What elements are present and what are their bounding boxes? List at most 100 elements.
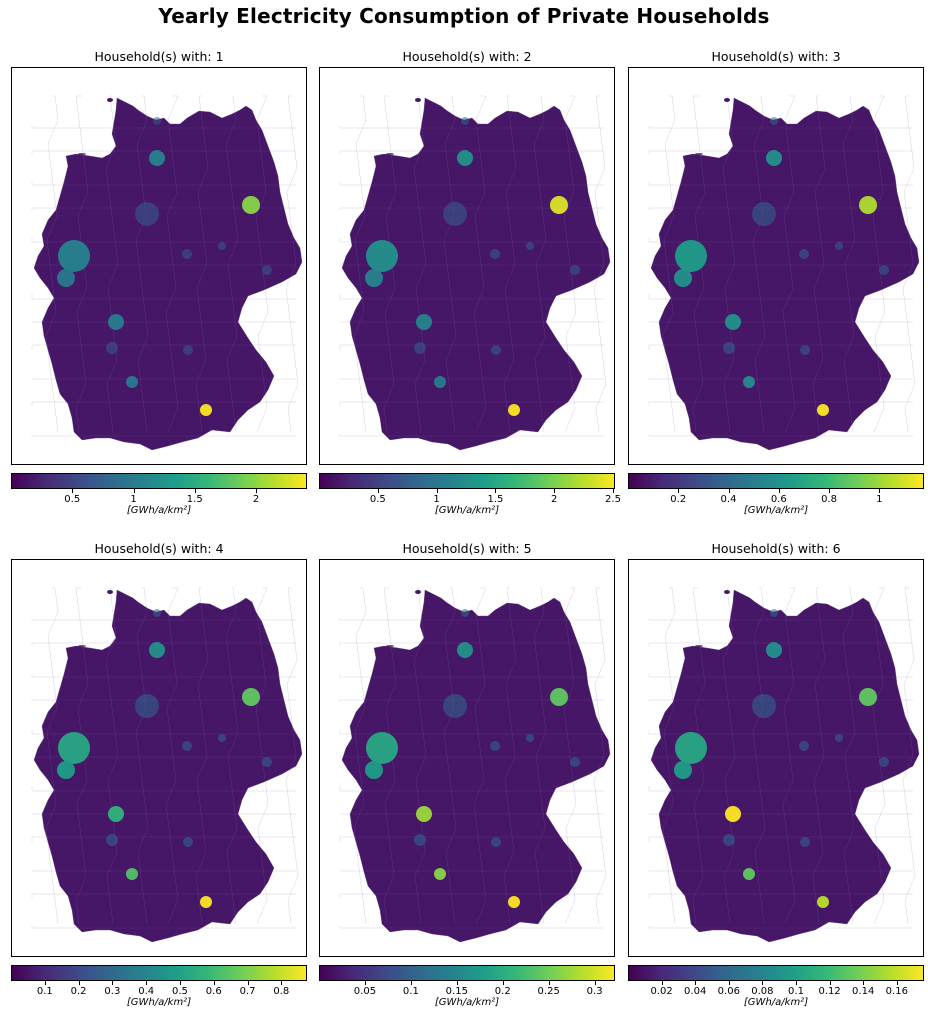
colorbar-ticks: 0.5 1 1.5 2 2.5 [319,489,621,505]
district-borders [339,95,607,437]
colorbar-tick-label: 0.12 [818,986,841,997]
region-other [526,242,534,250]
colorbar-tick [78,981,80,985]
colorbar-tick-label: 1 [130,494,137,505]
colorbar-ticks: 0.05 0.1 0.15 0.2 0.25 0.3 [319,981,615,997]
region-other [183,345,193,355]
germany-outline [341,589,611,943]
island [724,98,730,102]
colorbar-tick [502,981,504,985]
colorbar-tick [146,981,148,985]
germany-outline [650,97,920,451]
colorbar-ticks: 0.2 0.4 0.6 0.8 1 [628,489,924,505]
region-other [490,249,500,259]
colorbar-tick-label: 0.05 [353,986,377,997]
region-munich [817,404,829,416]
colorbar-tick-label: 0.5 [172,986,188,997]
region-other [800,837,810,847]
region-other [414,342,426,354]
region-other [752,202,776,226]
colorbar-tick [695,981,697,985]
region-other [835,734,843,742]
island [107,590,113,594]
region-stuttgart [126,376,138,388]
region-other [443,202,467,226]
colorbar-tick-label: 0.08 [751,986,774,997]
colorbar-unit-label: [GWh/a/km²] [743,505,809,516]
figure-title: Yearly Electricity Consumption of Privat… [158,4,770,28]
colorbar-tick-label: 0.7 [239,986,256,997]
colorbar-tick-label: 0.4 [138,986,155,997]
island [386,645,394,647]
colorbar-tick [548,981,550,985]
region-stuttgart [743,868,755,880]
germany-map [628,67,924,465]
region-hamburg [766,642,782,658]
region-other [491,837,501,847]
colorbar-tick-label: 0.3 [104,986,121,997]
colorbar-tick-label: 0.6 [770,494,787,505]
map-svg [339,587,611,943]
region-other [153,117,161,125]
region-berlin [550,688,568,706]
region-other [723,834,735,846]
colorbar-tick-label: 0.04 [684,986,707,997]
colorbar [11,965,307,981]
island [695,645,703,647]
region-other [835,242,843,250]
colorbar-tick-label: 0.2 [670,494,687,505]
region-other [135,694,159,718]
region-other [218,734,226,742]
colorbar-tick-label: 0.02 [650,986,673,997]
germany-map [319,67,615,465]
colorbar-tick-label: 0.8 [821,494,837,505]
colorbar-unit-label: [GWh/a/km²] [434,505,500,516]
map-svg [31,587,303,943]
island [78,645,86,647]
germany-map [11,559,307,957]
colorbar-tick [613,489,614,493]
region-ruhr [58,732,90,764]
region-frankfurt [108,806,124,822]
map-svg [31,95,303,451]
colorbar-tick [728,981,730,985]
colorbar-tick [778,489,780,493]
colorbar-tick-label: 1.5 [186,494,203,505]
region-frankfurt [416,314,432,330]
region-other [770,609,778,617]
map-svg [648,587,920,943]
region-other [414,834,426,846]
colorbar-tick [728,489,730,493]
panel-title: Household(s) with: 3 [711,49,841,64]
colorbar-tick [410,981,412,985]
region-other [461,609,469,617]
panel-title: Household(s) with: 6 [711,541,841,556]
region-ruhr [675,240,707,272]
colorbar-tick-label: 0.14 [852,986,875,997]
colorbar-ticks: 0.02 0.04 0.06 0.08 0.1 0.12 0.14 0.16 [628,981,924,997]
region-other [461,117,469,125]
region-other [183,837,193,847]
colorbar-tick [364,981,366,985]
colorbar [319,965,615,981]
colorbar-tick [436,489,438,493]
region-stuttgart [434,868,446,880]
colorbar-tick [594,981,596,985]
region-other [526,734,534,742]
island [160,642,164,644]
colorbar-tick-label: 1 [433,494,440,505]
colorbar-tick [678,489,680,493]
island [107,98,113,102]
colorbar-tick-label: 0.8 [273,986,290,997]
colorbar-tick-label: 0.16 [885,986,908,997]
region-munich [200,896,212,908]
colorbar-tick [879,489,881,493]
region-stuttgart [126,868,138,880]
region-hamburg [457,150,473,166]
colorbar-tick [863,981,865,985]
colorbar-tick [112,981,114,985]
colorbar-tick [133,489,135,493]
region-frankfurt [416,806,432,822]
region-other [570,265,580,275]
region-other [443,694,467,718]
